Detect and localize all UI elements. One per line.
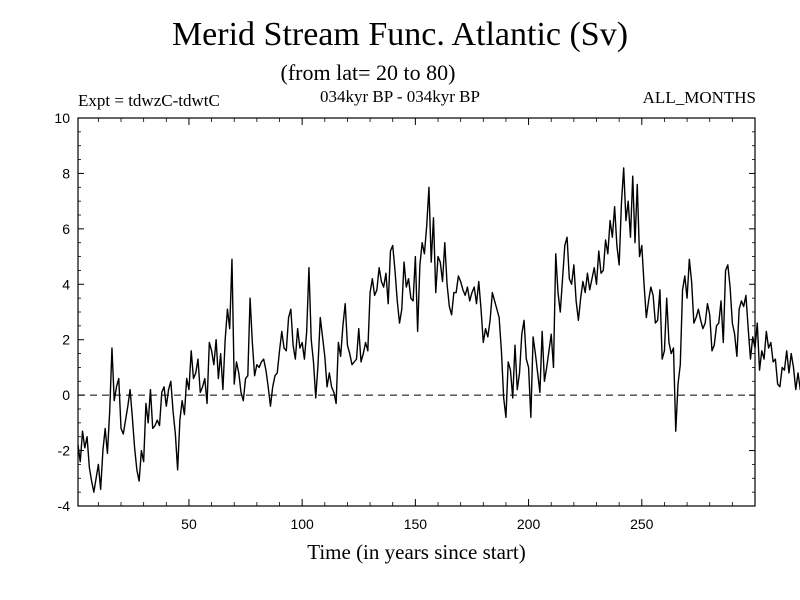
series-line — [77, 167, 800, 493]
x-axis-label: Time (in years since start) — [307, 540, 526, 564]
y-tick-label: 10 — [54, 110, 70, 126]
x-tick-label: 100 — [290, 516, 314, 532]
x-tick-label: 50 — [181, 516, 197, 532]
y-tick-label: -4 — [58, 498, 71, 514]
months-label: ALL_MONTHS — [642, 88, 756, 107]
y-tick-label: 6 — [62, 221, 70, 237]
chart-subtitle: (from lat= 20 to 80) — [280, 60, 456, 85]
chart-title: Merid Stream Func. Atlantic (Sv) — [171, 16, 629, 53]
period-label: 034kyr BP - 034kyr BP — [320, 87, 480, 106]
y-tick-label: 4 — [62, 276, 70, 292]
x-tick-label: 150 — [404, 516, 428, 532]
x-tick-label: 250 — [630, 516, 654, 532]
y-tick-label: 2 — [62, 332, 70, 348]
y-tick-label: 0 — [62, 387, 70, 403]
y-tick-label: -2 — [58, 443, 71, 459]
y-tick-label: 8 — [62, 165, 70, 181]
experiment-label: Expt = tdwzC-tdwtC — [78, 91, 220, 110]
x-tick-label: 200 — [517, 516, 541, 532]
